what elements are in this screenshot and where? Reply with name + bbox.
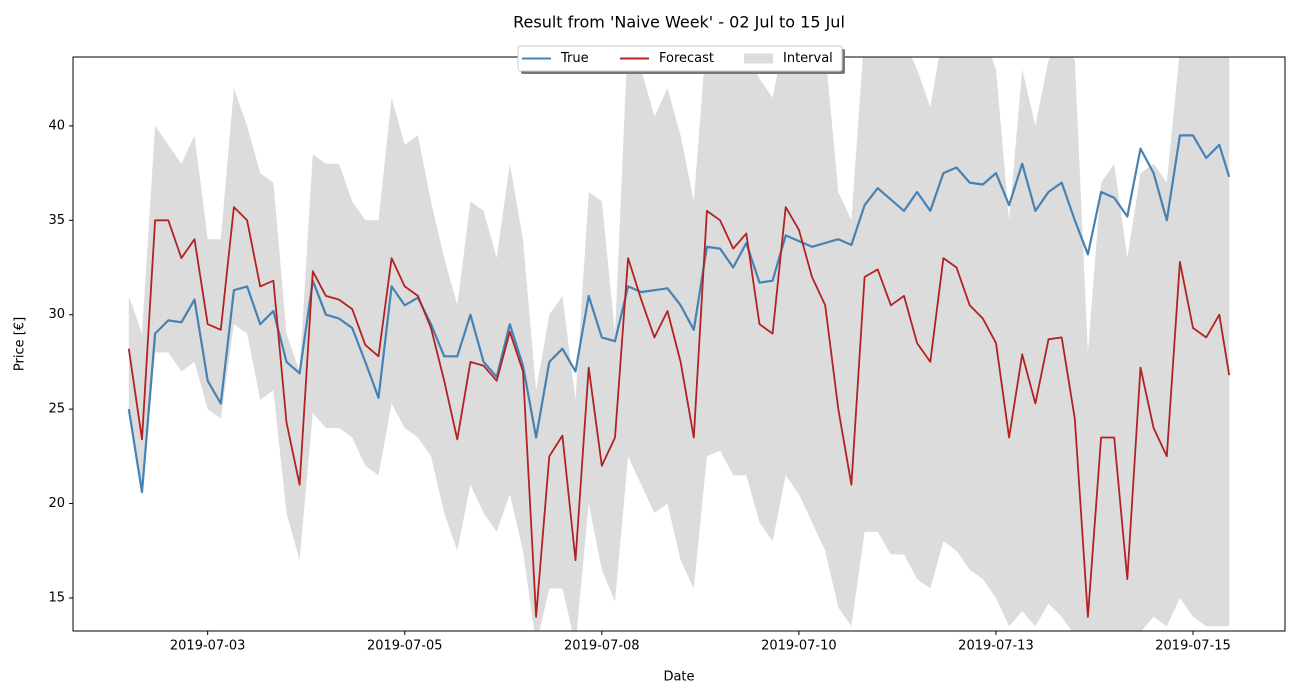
plot-area xyxy=(127,57,1231,631)
x-tick-label: 2019-07-13 xyxy=(958,639,1034,654)
y-tick-label: 25 xyxy=(48,402,65,417)
series-line xyxy=(127,206,1231,618)
y-tick-label: 30 xyxy=(48,307,65,322)
y-tick-label: 20 xyxy=(48,496,65,511)
interval-band xyxy=(128,57,1230,631)
y-tick-label: 15 xyxy=(48,590,65,605)
legend-box xyxy=(517,45,843,72)
x-axis-label: Date xyxy=(663,670,694,685)
x-tick-label: 2019-07-05 xyxy=(367,639,443,654)
legend-label: Interval xyxy=(783,51,833,66)
y-tick-label: 40 xyxy=(48,118,65,133)
x-tick-label: 2019-07-15 xyxy=(1155,639,1231,654)
chart-title: Result from 'Naive Week' - 02 Jul to 15 … xyxy=(513,13,845,32)
legend-label: True xyxy=(560,51,589,66)
x-tick-label: 2019-07-10 xyxy=(761,639,837,654)
axes: 15 20 25 30 35 40 2019-07-03 2019-07-05 2019-07-… xyxy=(48,118,1230,653)
x-tick-label: 2019-07-03 xyxy=(170,639,246,654)
legend: True Forecast Interval xyxy=(517,45,845,74)
legend-label: Forecast xyxy=(659,51,714,66)
x-tick-label: 2019-07-08 xyxy=(564,639,640,654)
y-axis-label: Price [€] xyxy=(13,317,28,371)
y-tick-label: 35 xyxy=(48,213,65,228)
legend-swatch xyxy=(744,53,773,64)
